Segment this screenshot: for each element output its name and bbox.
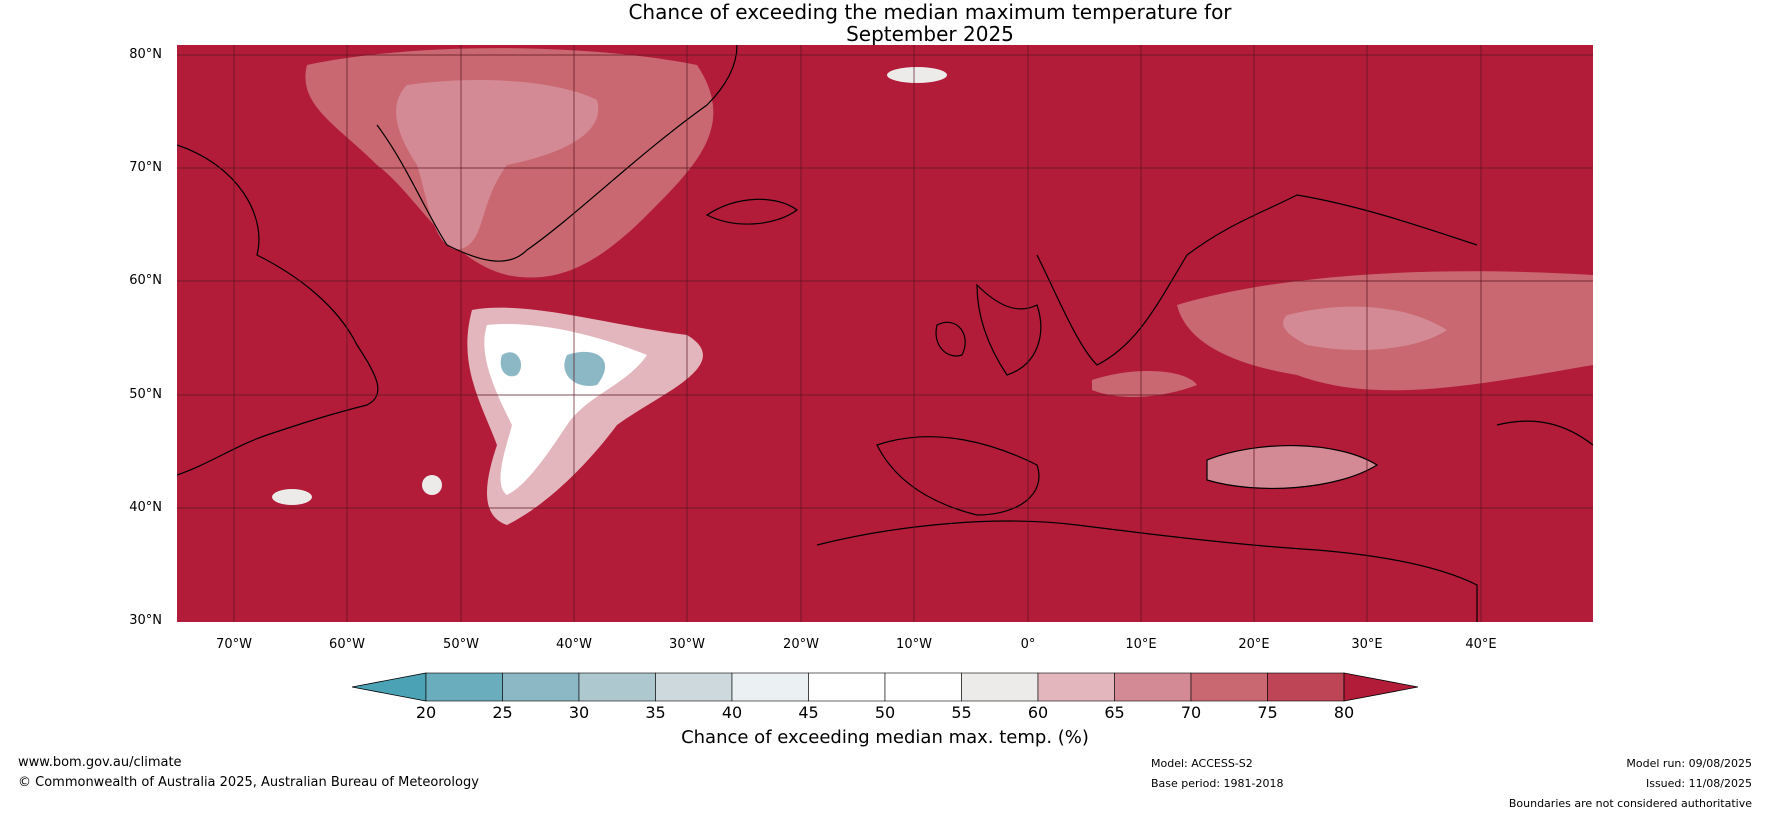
colorbar-tick-label: 50	[874, 703, 896, 722]
nova-scotia-anomaly	[422, 475, 442, 495]
footer-url[interactable]: www.bom.gov.au/climate	[18, 755, 182, 770]
colorbar-segment	[655, 672, 733, 702]
graticule	[177, 45, 1593, 622]
lat-label-80n: 80°N	[129, 47, 162, 62]
atlantic-anomaly-mid	[484, 324, 647, 495]
colorbar-tick-label: 55	[951, 703, 972, 722]
colorbar-segment	[425, 672, 503, 702]
footer-issued: Issued: 11/08/2025	[1645, 777, 1752, 790]
atlantic-anomaly-cool1	[500, 352, 522, 377]
footer-model-run: Model run: 09/08/2025	[1626, 757, 1752, 770]
colorbar-tick-label: 25	[492, 703, 513, 722]
footer-copyright: © Commonwealth of Australia 2025, Austra…	[18, 775, 479, 790]
lon-label-10e: 10°E	[1125, 637, 1157, 652]
lat-label-60n: 60°N	[129, 273, 162, 288]
colorbar-segment	[884, 672, 962, 702]
lon-label-40e: 40°E	[1465, 637, 1497, 652]
colorbar-tick-label: 30	[568, 703, 590, 722]
map-title-line2: September 2025	[846, 22, 1014, 46]
lon-label-20w: 20°W	[783, 637, 819, 652]
lon-label-0: 0°	[1020, 637, 1036, 652]
footer-base-period: Base period: 1981-2018	[1151, 777, 1284, 790]
lon-label-30e: 30°E	[1351, 637, 1383, 652]
lat-label-50n: 50°N	[129, 387, 162, 402]
colorbar-tick-label: 65	[1104, 703, 1125, 722]
svalbard-anomaly	[887, 67, 947, 83]
colorbar-tick-label: 45	[798, 703, 819, 722]
colorbar-tick-label: 70	[1180, 703, 1202, 722]
newfoundland-anomaly	[272, 489, 312, 505]
colorbar-extend-low	[352, 672, 427, 702]
lon-label-40w: 40°W	[556, 637, 592, 652]
colorbar-segment	[502, 672, 580, 702]
colorbar-tick-label: 35	[645, 703, 666, 722]
colorbar-segment	[578, 672, 656, 702]
coastlines	[177, 45, 1593, 622]
atlantic-anomaly-cool2	[564, 351, 606, 386]
east-europe-anomaly-inner	[1283, 306, 1447, 350]
lon-label-10w: 10°W	[896, 637, 932, 652]
colorbar	[352, 672, 1418, 702]
lon-label-20e: 20°E	[1238, 637, 1270, 652]
colorbar-tick-label: 75	[1257, 703, 1278, 722]
alps-anomaly	[1092, 370, 1197, 397]
colorbar-segment	[961, 672, 1039, 702]
lat-label-30n: 30°N	[129, 613, 162, 628]
colorbar-segment	[1267, 672, 1345, 702]
colorbar-tick-label: 60	[1027, 703, 1049, 722]
lon-label-30w: 30°W	[669, 637, 705, 652]
colorbar-segment	[731, 672, 809, 702]
colorbar-extend-high	[1343, 672, 1418, 702]
lon-label-70w: 70°W	[216, 637, 252, 652]
forecast-map	[177, 45, 1593, 622]
colorbar-segment	[1037, 672, 1115, 702]
colorbar-tick-label: 40	[721, 703, 743, 722]
footer-model: Model: ACCESS-S2	[1151, 757, 1253, 770]
colorbar-tick-label: 20	[415, 703, 437, 722]
lon-label-50w: 50°W	[443, 637, 479, 652]
colorbar-segment	[1114, 672, 1192, 702]
colorbar-label: Chance of exceeding median max. temp. (%…	[681, 727, 1089, 748]
greenland-anomaly-inner	[396, 80, 599, 250]
colorbar-segment	[808, 672, 886, 702]
colorbar-segment	[1190, 672, 1268, 702]
lat-label-40n: 40°N	[129, 500, 162, 515]
lat-label-70n: 70°N	[129, 160, 162, 175]
colorbar-tick-label: 80	[1333, 703, 1355, 722]
map-title-line1: Chance of exceeding the median maximum t…	[628, 0, 1232, 24]
lon-label-60w: 60°W	[329, 637, 365, 652]
black-sea-anomaly	[1207, 445, 1377, 489]
footer-disclaimer: Boundaries are not considered authoritat…	[1508, 797, 1752, 810]
